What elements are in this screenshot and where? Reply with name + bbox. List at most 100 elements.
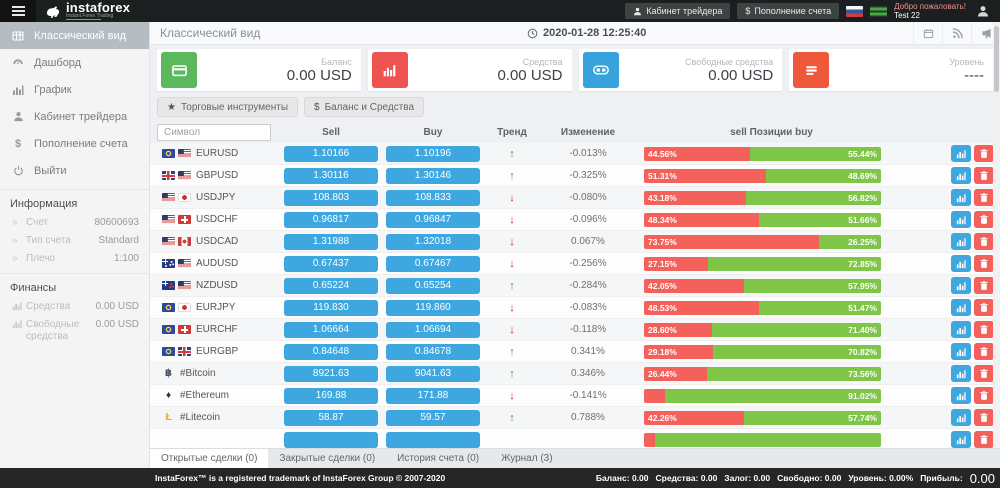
vertical-scrollbar[interactable]	[993, 22, 1000, 448]
ch-flag-icon	[178, 215, 191, 224]
sell-price-button[interactable]: 0.65224	[284, 277, 378, 294]
menu-toggle-button[interactable]	[0, 0, 36, 22]
info-row: » Тип счета Standard	[0, 232, 149, 250]
delete-button[interactable]	[974, 343, 994, 360]
sell-price-button[interactable]: 0.67437	[284, 255, 378, 272]
sell-price-button[interactable]: 1.31988	[284, 233, 378, 250]
delete-button[interactable]	[974, 255, 994, 272]
delete-button[interactable]	[974, 167, 994, 184]
delete-button[interactable]	[974, 189, 994, 206]
buy-price-button[interactable]: 171.88	[386, 387, 480, 404]
symbol-filter-input[interactable]	[157, 123, 271, 141]
chart-button[interactable]	[951, 233, 971, 250]
sidebar-item-logout[interactable]: Выйти	[0, 157, 149, 184]
delete-button[interactable]	[974, 299, 994, 316]
sell-price-button[interactable]: 119.830	[284, 299, 378, 316]
mini-chart-icon	[12, 319, 26, 329]
sidebar-item-dashboard[interactable]: Дашборд	[0, 49, 149, 76]
page-title: Классический вид	[160, 26, 261, 40]
footer-stat: Средства: 0.00	[655, 473, 718, 483]
delete-button[interactable]	[974, 321, 994, 338]
sell-price-button[interactable]: 1.30116	[284, 167, 378, 184]
chart-button[interactable]	[951, 409, 971, 426]
tab-journal[interactable]: Журнал (3)	[501, 453, 553, 464]
buy-price-button[interactable]: 59.57	[386, 409, 480, 426]
tab-open-trades[interactable]: Открытые сделки (0)	[150, 449, 269, 468]
buy-price-button[interactable]: 0.65254	[386, 277, 480, 294]
table-row: USDCAD 1.31988 1.32018 ↓ 0.067% 73.75% 2…	[150, 231, 1000, 253]
trading-instruments-button[interactable]: ★ Торговые инструменты	[157, 97, 298, 117]
sidebar-item-chart[interactable]: График	[0, 76, 149, 103]
buy-positions-segment: 56.82%	[746, 190, 881, 205]
buy-price-button[interactable]: 0.67467	[386, 255, 480, 272]
chart-button[interactable]	[951, 145, 971, 162]
chart-button[interactable]	[951, 189, 971, 206]
chart-button[interactable]	[951, 211, 971, 228]
info-label: Счет	[26, 217, 49, 228]
scrollbar-thumb[interactable]	[994, 26, 999, 92]
buy-price-button[interactable]: 9041.63	[386, 365, 480, 382]
buy-price-button[interactable]: 119.860	[386, 299, 480, 316]
buy-price-button[interactable]	[386, 431, 480, 448]
sidebar-item-deposit[interactable]: $ Пополнение счета	[0, 130, 149, 157]
buy-price-button[interactable]: 1.30146	[386, 167, 480, 184]
table-row: AUDUSD 0.67437 0.67467 ↓ -0.256% 27.15% …	[150, 253, 1000, 275]
sell-price-button[interactable]: 58.87	[284, 409, 378, 426]
chart-button[interactable]	[951, 343, 971, 360]
delete-button[interactable]	[974, 431, 994, 448]
sell-positions-segment: 42.26%	[644, 410, 745, 425]
sell-price-button[interactable]: 108.803	[284, 189, 378, 206]
buy-price-button[interactable]: 1.06694	[386, 321, 480, 338]
balance-funds-button[interactable]: $ Баланс и Средства	[304, 97, 425, 117]
delete-button[interactable]	[974, 277, 994, 294]
chart-button[interactable]	[951, 299, 971, 316]
sidebar-item-trader-cabinet[interactable]: Кабинет трейдера	[0, 103, 149, 130]
language-flag-icon[interactable]	[870, 5, 888, 17]
megaphone-icon[interactable]	[971, 22, 1000, 45]
buy-price-button[interactable]: 1.10196	[386, 145, 480, 162]
buy-positions-segment	[654, 432, 881, 447]
tab-account-history[interactable]: История счета (0)	[397, 453, 480, 464]
sell-price-button[interactable]: 8921.63	[284, 365, 378, 382]
sell-price-button[interactable]: 0.84648	[284, 343, 378, 360]
calendar-icon[interactable]	[913, 22, 942, 45]
sell-price-button[interactable]: 169.88	[284, 387, 378, 404]
tab-closed-trades[interactable]: Закрытые сделки (0)	[279, 453, 376, 464]
delete-button[interactable]	[974, 365, 994, 382]
buy-price-button[interactable]: 0.84678	[386, 343, 480, 360]
positions-bar: 26.44% 73.56%	[644, 366, 881, 381]
sell-positions-segment: 26.44%	[644, 366, 707, 381]
sell-positions-segment: 43.18%	[644, 190, 747, 205]
chart-button[interactable]	[951, 277, 971, 294]
sidebar-item-classic-view[interactable]: Классический вид	[0, 22, 149, 49]
russian-flag-icon[interactable]	[846, 5, 864, 17]
delete-button[interactable]	[974, 211, 994, 228]
buy-positions-segment: 57.95%	[743, 278, 881, 293]
buy-price-button[interactable]: 1.32018	[386, 233, 480, 250]
sell-price-button[interactable]: 1.06664	[284, 321, 378, 338]
positions-bar: 44.56% 55.44%	[644, 146, 881, 161]
rss-icon[interactable]	[942, 22, 971, 45]
delete-button[interactable]	[974, 145, 994, 162]
sell-price-button[interactable]: 1.10166	[284, 145, 378, 162]
delete-button[interactable]	[974, 387, 994, 404]
sell-price-button[interactable]	[284, 431, 378, 448]
chart-button[interactable]	[951, 167, 971, 184]
chart-button[interactable]	[951, 365, 971, 382]
deposit-button[interactable]: $ Пополнение счета	[737, 3, 840, 19]
sell-price-button[interactable]: 0.96817	[284, 211, 378, 228]
us-flag-icon	[178, 149, 191, 158]
buy-price-button[interactable]: 108.833	[386, 189, 480, 206]
change-value: -0.256%	[569, 258, 607, 269]
chart-button[interactable]	[951, 321, 971, 338]
user-avatar-icon[interactable]	[973, 5, 993, 17]
profit-label: Прибыль:	[920, 473, 963, 483]
table-row: ฿ #Bitcoin 8921.63 9041.63 ↑ 0.346% 26.44…	[150, 363, 1000, 385]
buy-price-button[interactable]: 0.96847	[386, 211, 480, 228]
delete-button[interactable]	[974, 409, 994, 426]
chart-button[interactable]	[951, 255, 971, 272]
chart-button[interactable]	[951, 431, 971, 448]
trader-cabinet-button[interactable]: Кабинет трейдера	[625, 3, 731, 19]
delete-button[interactable]	[974, 233, 994, 250]
chart-button[interactable]	[951, 387, 971, 404]
